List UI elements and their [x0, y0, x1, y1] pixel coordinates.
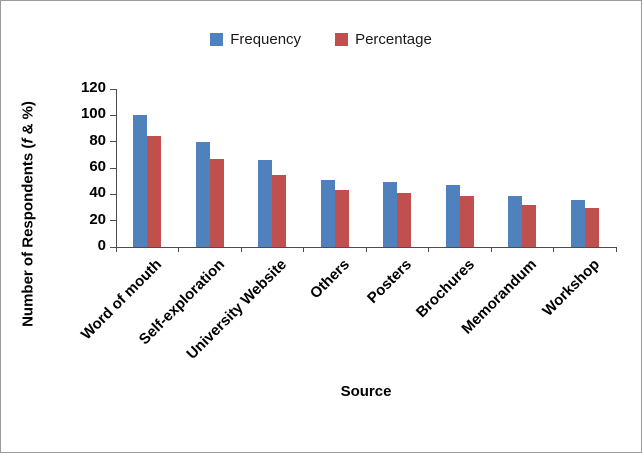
bar-percentage-8 [584, 207, 599, 247]
plot-area [116, 89, 617, 248]
bar-frequency-3 [258, 160, 273, 247]
y-tick-label: 40 [89, 184, 106, 202]
legend-item-percentage: Percentage [335, 31, 432, 48]
bar-frequency-5 [383, 182, 398, 247]
y-tick-mark [110, 167, 116, 169]
x-tick-mark [428, 247, 429, 252]
x-tick-mark [365, 247, 367, 252]
category-label: Posters [364, 256, 416, 307]
y-tick-mark [110, 141, 116, 143]
x-axis-title: Source [340, 383, 392, 400]
x-tick-mark [553, 247, 554, 252]
y-tick-mark [110, 114, 116, 116]
y-tick-mark [110, 220, 116, 222]
x-tick-mark [115, 247, 117, 252]
bar-frequency-4 [320, 179, 335, 247]
bar-frequency-8 [570, 199, 585, 247]
category-label: Brochures [412, 256, 478, 322]
x-tick-mark [303, 247, 304, 252]
y-tick-mark [110, 193, 116, 195]
y-tick-label: 120 [80, 79, 106, 96]
bar-percentage-4 [334, 190, 349, 247]
y-tick-mark [110, 88, 116, 90]
legend-item-frequency: Frequency [210, 31, 301, 48]
bar-percentage-7 [522, 204, 537, 247]
bar-percentage-2 [209, 158, 224, 247]
category-label: Workshop [539, 256, 603, 320]
bar-frequency-6 [445, 185, 460, 247]
y-axis-title-italic-f: f [19, 138, 37, 144]
bar-percentage-3 [272, 174, 287, 247]
y-tick-label: 100 [80, 105, 106, 123]
bar-percentage-5 [397, 193, 412, 247]
bar-frequency-1 [133, 115, 148, 247]
y-tick-mark [110, 246, 116, 248]
y-axis-title-suffix: & %) [19, 101, 37, 139]
y-tick-label: 60 [89, 158, 106, 175]
bar-frequency-7 [508, 195, 523, 247]
x-tick-mark [615, 247, 617, 252]
bar-percentage-6 [459, 195, 474, 247]
frequency-swatch-icon [210, 33, 224, 46]
bar-percentage-1 [147, 136, 162, 247]
legend-label-percentage: Percentage [355, 31, 432, 48]
y-axis-title: Number of Respondents (f & %) [20, 101, 37, 327]
x-tick-mark [178, 247, 179, 252]
y-tick-label: 80 [89, 131, 106, 149]
bar-frequency-2 [195, 141, 210, 247]
category-label: Others [306, 256, 353, 303]
y-tick-label: 20 [89, 210, 106, 228]
x-tick-mark [240, 247, 242, 252]
x-tick-mark [490, 247, 492, 252]
y-axis-title-prefix: Number of Respondents ( [19, 143, 37, 327]
y-tick-label: 0 [97, 237, 106, 254]
chart-legend: Frequency Percentage [1, 31, 641, 48]
percentage-swatch-icon [335, 33, 349, 46]
legend-label-frequency: Frequency [230, 31, 302, 48]
